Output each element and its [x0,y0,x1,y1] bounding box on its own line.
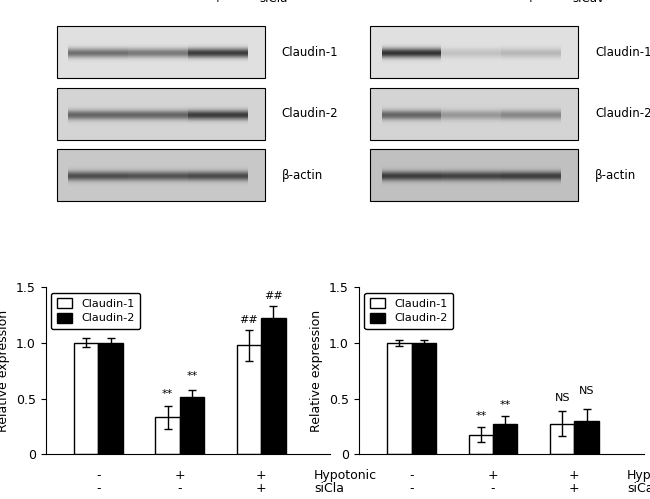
Text: siCla: siCla [259,0,287,5]
Text: Claudin-1: Claudin-1 [282,46,339,59]
Bar [411,343,436,454]
Text: -: - [156,0,160,5]
Bar [237,345,261,454]
Y-axis label: Relative expression: Relative expression [0,310,10,432]
Text: -: - [410,482,414,495]
Bar [57,88,265,140]
Bar [57,26,265,78]
Bar [370,149,578,201]
Text: Claudin-2: Claudin-2 [595,107,650,120]
Text: -: - [469,0,473,5]
Text: -: - [96,469,101,482]
Text: +: + [569,482,580,495]
Text: NS: NS [578,386,594,396]
Text: β-actin: β-actin [282,169,323,182]
Bar [57,149,265,201]
Bar [155,417,180,454]
Text: -: - [96,482,101,495]
Bar [180,397,204,454]
Text: Hypotonic: Hypotonic [627,469,650,482]
Text: +: + [174,469,185,482]
Text: siCla: siCla [314,482,344,495]
Text: Hypotonic: Hypotonic [314,469,377,482]
Text: NS: NS [554,393,570,403]
Text: -: - [410,469,414,482]
Text: **: ** [500,400,511,410]
Bar [74,343,98,454]
Bar [493,424,517,454]
Text: ##: ## [240,315,258,325]
Text: +: + [488,469,499,482]
Text: +: + [213,0,223,5]
Text: **: ** [475,411,486,421]
Text: -: - [177,482,182,495]
Bar [261,318,285,454]
Text: siCav: siCav [572,0,604,5]
Text: -: - [410,0,413,5]
Text: +: + [526,0,536,5]
Bar [387,343,411,454]
Text: +: + [256,482,266,495]
Text: Claudin-2: Claudin-2 [282,107,339,120]
Text: **: ** [162,389,173,399]
Legend: Claudin-1, Claudin-2: Claudin-1, Claudin-2 [51,293,140,329]
Bar [98,343,123,454]
Text: β-actin: β-actin [595,169,636,182]
Bar [370,26,578,78]
Bar [575,421,599,454]
Y-axis label: Relative expression: Relative expression [311,310,324,432]
Bar [370,88,578,140]
Text: ##: ## [264,291,283,301]
Text: +: + [256,469,266,482]
Text: +: + [569,469,580,482]
Text: siCav: siCav [627,482,650,495]
Text: -: - [491,482,495,495]
Text: **: ** [187,371,198,381]
Text: -: - [96,0,100,5]
Bar [550,424,575,454]
Bar [469,435,493,454]
Legend: Claudin-1, Claudin-2: Claudin-1, Claudin-2 [364,293,453,329]
Text: Claudin-1: Claudin-1 [595,46,650,59]
